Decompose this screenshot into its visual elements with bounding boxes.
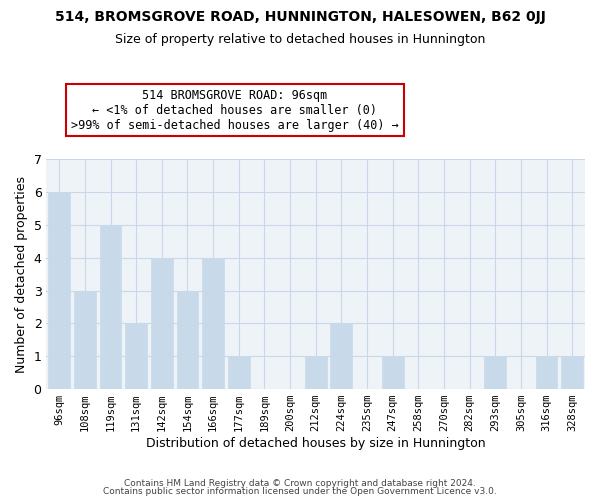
Bar [331,324,352,389]
Text: 514 BROMSGROVE ROAD: 96sqm
← <1% of detached houses are smaller (0)
>99% of semi: 514 BROMSGROVE ROAD: 96sqm ← <1% of deta… [71,88,399,132]
Bar [176,290,199,389]
Bar [151,258,173,389]
Bar [382,356,404,389]
Text: Contains HM Land Registry data © Crown copyright and database right 2024.: Contains HM Land Registry data © Crown c… [124,478,476,488]
Text: 514, BROMSGROVE ROAD, HUNNINGTON, HALESOWEN, B62 0JJ: 514, BROMSGROVE ROAD, HUNNINGTON, HALESO… [55,10,545,24]
Bar [484,356,506,389]
Bar [305,356,326,389]
X-axis label: Distribution of detached houses by size in Hunnington: Distribution of detached houses by size … [146,437,485,450]
Y-axis label: Number of detached properties: Number of detached properties [15,176,28,372]
Bar [536,356,557,389]
Bar [74,290,96,389]
Text: Size of property relative to detached houses in Hunnington: Size of property relative to detached ho… [115,32,485,46]
Bar [561,356,583,389]
Bar [125,324,147,389]
Bar [202,258,224,389]
Bar [100,225,121,389]
Text: Contains public sector information licensed under the Open Government Licence v3: Contains public sector information licen… [103,488,497,496]
Bar [228,356,250,389]
Bar [49,192,70,389]
